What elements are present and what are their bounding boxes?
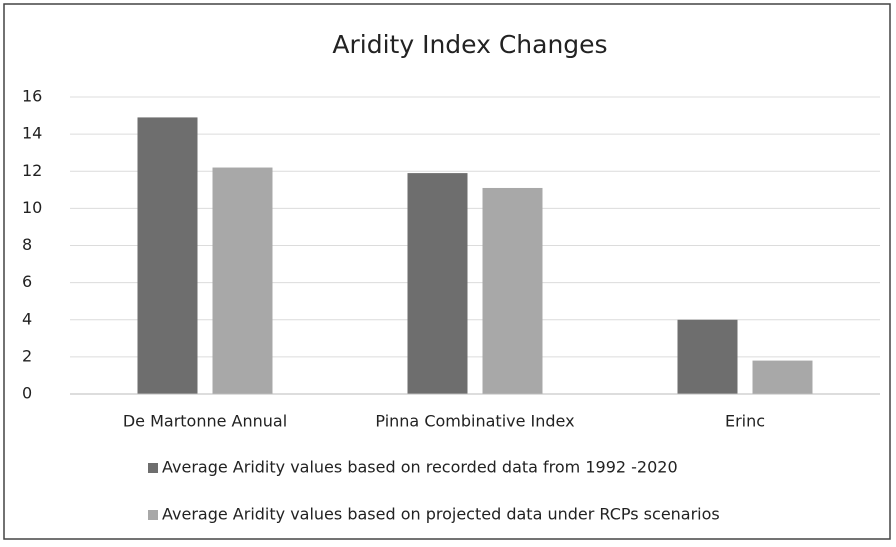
legend-label: Average Aridity values based on recorded… [162, 458, 678, 477]
bar [407, 173, 468, 394]
y-tick-label: 6 [22, 272, 32, 291]
y-tick-label: 2 [22, 346, 32, 365]
y-tick-label: 8 [22, 235, 32, 254]
x-tick-label: De Martonne Annual [123, 412, 287, 431]
y-tick-label: 16 [22, 87, 42, 106]
legend-label: Average Aridity values based on projecte… [162, 505, 720, 524]
y-tick-label: 0 [22, 384, 32, 403]
legend-swatch [148, 510, 158, 520]
bar [482, 187, 543, 394]
bar [677, 319, 738, 394]
y-tick-label: 4 [22, 309, 32, 328]
x-tick-label: Erinc [725, 412, 765, 431]
y-tick-label: 10 [22, 198, 42, 217]
x-tick-label: Pinna Combinative Index [375, 412, 574, 431]
bar [752, 360, 813, 394]
y-tick-label: 12 [22, 161, 42, 180]
y-tick-label: 14 [22, 124, 42, 143]
chart-title: Aridity Index Changes [332, 30, 607, 59]
legend-swatch [148, 463, 158, 473]
bar [137, 117, 198, 394]
bar [212, 167, 273, 394]
